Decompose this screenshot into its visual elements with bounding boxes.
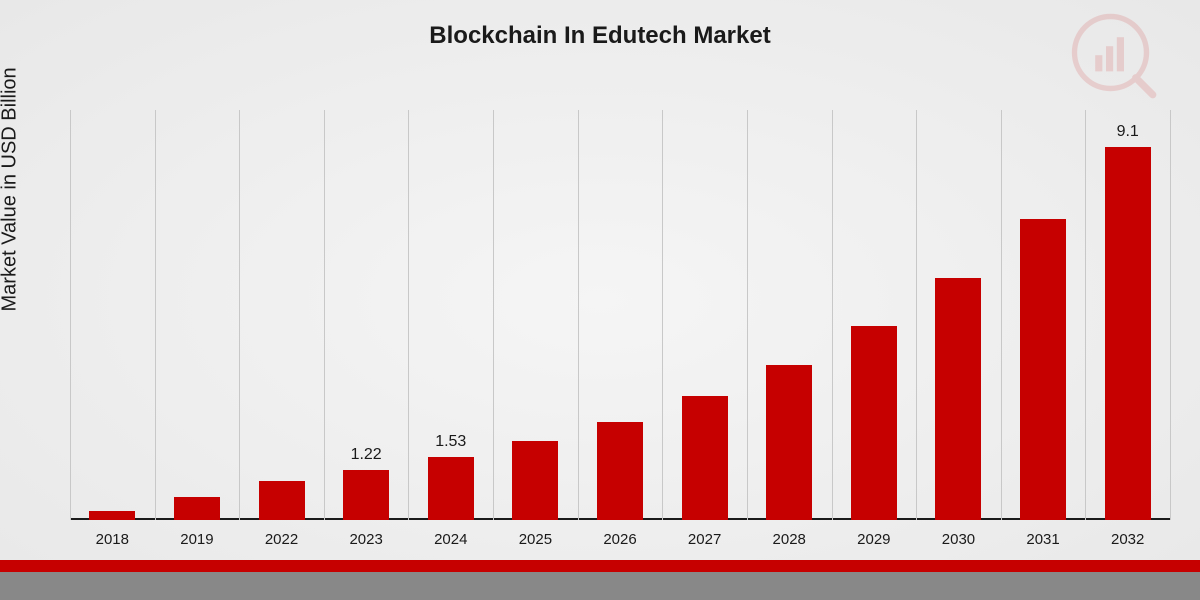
- gridline: [493, 110, 494, 520]
- bar-value-label: 9.1: [1088, 123, 1168, 141]
- x-tick-label: 2027: [688, 531, 721, 548]
- bar-value-label: 1.53: [411, 433, 491, 451]
- gridline: [832, 110, 833, 520]
- bar: [682, 396, 728, 520]
- bar: [935, 278, 981, 520]
- plot-area: 1.22 1.53 9.1: [70, 110, 1170, 520]
- x-tick-label: 2032: [1111, 531, 1144, 548]
- bar: [89, 511, 135, 520]
- bar: [1020, 219, 1066, 520]
- gridline: [662, 110, 663, 520]
- bar: [174, 497, 220, 520]
- bar: [766, 365, 812, 520]
- gridline: [155, 110, 156, 520]
- x-tick-label: 2031: [1026, 531, 1059, 548]
- bar: [1105, 147, 1151, 520]
- x-tick-label: 2028: [773, 531, 806, 548]
- x-tick-label: 2022: [265, 531, 298, 548]
- gridline: [70, 110, 71, 520]
- gridline: [1001, 110, 1002, 520]
- footer-grey-stripe: [0, 572, 1200, 600]
- bar: [428, 457, 474, 520]
- x-tick-label: 2023: [349, 531, 382, 548]
- bar-value-label: 1.22: [326, 446, 406, 464]
- footer-red-stripe: [0, 560, 1200, 572]
- x-tick-label: 2026: [603, 531, 636, 548]
- x-axis: 2018 2019 2022 2023 2024 2025 2026 2027 2028 2029…: [70, 525, 1170, 555]
- gridline: [239, 110, 240, 520]
- watermark-logo: [1070, 12, 1160, 102]
- x-tick-label: 2018: [96, 531, 129, 548]
- gridline: [747, 110, 748, 520]
- bar: [851, 326, 897, 520]
- x-tick-label: 2029: [857, 531, 890, 548]
- bar: [512, 441, 558, 520]
- gridline: [1170, 110, 1171, 520]
- gridline: [408, 110, 409, 520]
- bar: [259, 481, 305, 520]
- x-tick-label: 2024: [434, 531, 467, 548]
- x-tick-label: 2030: [942, 531, 975, 548]
- y-axis-label: Market Value in USD Billion: [0, 67, 22, 311]
- gridline: [916, 110, 917, 520]
- bar: [343, 470, 389, 520]
- chart-title: Blockchain In Edutech Market: [0, 22, 1200, 50]
- x-tick-label: 2019: [180, 531, 213, 548]
- x-tick-label: 2025: [519, 531, 552, 548]
- gridline: [578, 110, 579, 520]
- gridline: [324, 110, 325, 520]
- bar: [597, 422, 643, 520]
- gridline: [1085, 110, 1086, 520]
